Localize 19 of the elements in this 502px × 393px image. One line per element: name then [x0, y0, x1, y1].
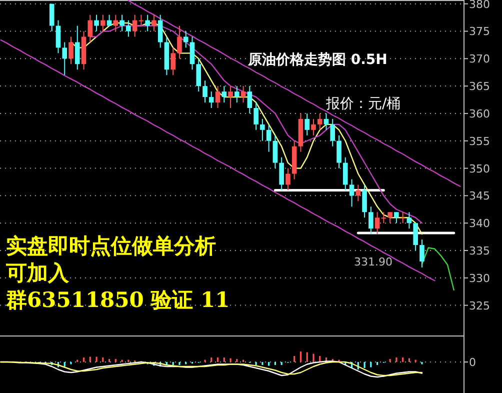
y-tick-label: 340 — [469, 217, 490, 230]
annotation: 群63511850 验证 11 — [5, 287, 230, 312]
y-tick-label: 380 — [469, 0, 490, 11]
y-tick-label: 355 — [469, 134, 490, 148]
y-tick-label: 345 — [469, 190, 490, 203]
y-tick-label: 325 — [469, 299, 490, 312]
annotation: 实盘即时点位做单分析 — [6, 233, 216, 258]
y-tick-label: 365 — [469, 80, 490, 94]
annotation: 331.90 — [354, 255, 392, 268]
annotation: 可加入 — [5, 260, 70, 285]
y-tick-label: 350 — [469, 162, 490, 176]
text: 报价：元/桶 — [325, 96, 401, 112]
y-tick-label: 335 — [469, 244, 490, 258]
text: 0 — [469, 356, 476, 369]
y-tick-label: 360 — [469, 107, 490, 120]
y-tick-label: 375 — [469, 25, 490, 38]
y-tick-label: 330 — [469, 272, 490, 285]
y-tick-label: 370 — [469, 52, 490, 66]
text: 原油价格走势图 0.5H — [247, 52, 388, 68]
